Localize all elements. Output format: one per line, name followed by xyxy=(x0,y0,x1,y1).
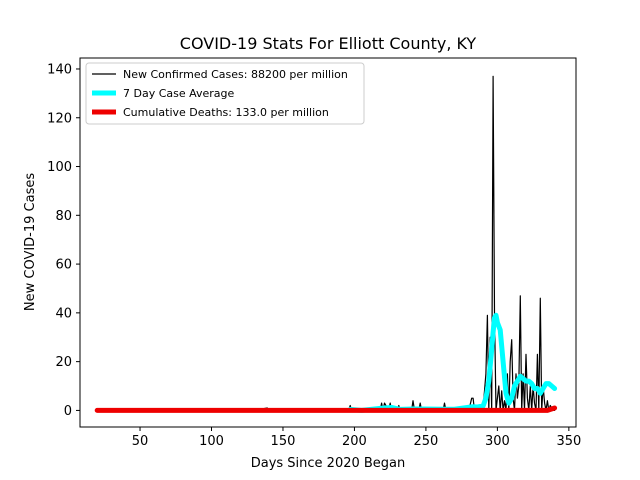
legend-frame xyxy=(85,62,365,125)
x-tick-label: 250 xyxy=(413,434,438,449)
plot-frame xyxy=(79,57,577,428)
y-tick-label: 0 xyxy=(64,404,72,419)
y-tick-label: 20 xyxy=(55,355,72,370)
x-tick-label: 350 xyxy=(556,434,581,449)
y-tick-label: 100 xyxy=(47,160,72,175)
series-layer xyxy=(94,75,558,413)
x-tick-label: 200 xyxy=(342,434,367,449)
x-axis-label: Days Since 2020 Began xyxy=(251,456,406,471)
legend-label-7-day-average: 7 Day Case Average xyxy=(123,87,235,100)
x-tick-label: 50 xyxy=(132,434,149,449)
y-axis-label: New COVID-19 Cases xyxy=(23,173,38,311)
y-tick-label: 40 xyxy=(55,306,72,321)
legend-label-new-cases: New Confirmed Cases: 88200 per million xyxy=(123,68,348,81)
y-tick-label: 140 xyxy=(47,62,72,77)
x-tick-label: 100 xyxy=(199,434,224,449)
x-axis: 50 100 150 200 250 300 350 xyxy=(132,427,581,449)
chart-title: COVID-19 Stats For Elliott County, KY xyxy=(180,34,477,53)
x-tick-label: 150 xyxy=(271,434,296,449)
y-axis: 0 20 40 60 80 100 120 140 xyxy=(47,62,80,419)
series-line-cumulative-deaths xyxy=(94,405,558,413)
y-tick-label: 80 xyxy=(55,209,72,224)
y-tick-label: 60 xyxy=(55,258,72,273)
x-tick-label: 300 xyxy=(485,434,510,449)
y-tick-label: 120 xyxy=(47,111,72,126)
legend-label-cumulative-deaths: Cumulative Deaths: 133.0 per million xyxy=(123,106,329,119)
legend: New Confirmed Cases: 88200 per million 7… xyxy=(85,62,365,125)
